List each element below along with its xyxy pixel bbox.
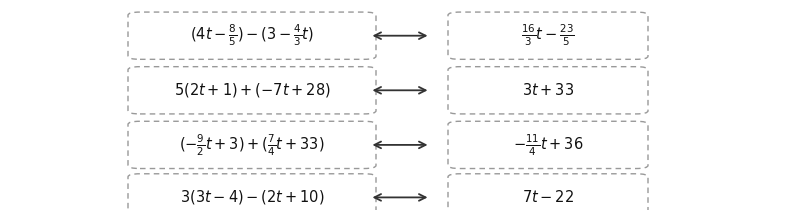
FancyBboxPatch shape [448, 174, 648, 210]
FancyBboxPatch shape [448, 121, 648, 168]
FancyBboxPatch shape [128, 12, 376, 59]
Text: $(4t-\frac{8}{5})-(3-\frac{4}{3}t)$: $(4t-\frac{8}{5})-(3-\frac{4}{3}t)$ [190, 23, 314, 48]
Text: $5(2t+1)+(-7t+28)$: $5(2t+1)+(-7t+28)$ [174, 81, 330, 99]
FancyBboxPatch shape [128, 67, 376, 114]
Text: $3(3t-4)-(2t+10)$: $3(3t-4)-(2t+10)$ [180, 188, 324, 206]
Text: $3t+33$: $3t+33$ [522, 82, 574, 98]
FancyBboxPatch shape [128, 121, 376, 168]
FancyBboxPatch shape [448, 12, 648, 59]
Text: $7t-22$: $7t-22$ [522, 189, 574, 205]
FancyBboxPatch shape [128, 174, 376, 210]
Text: $\frac{16}{3}t-\frac{23}{5}$: $\frac{16}{3}t-\frac{23}{5}$ [522, 23, 574, 48]
Text: $-\frac{11}{4}t+36$: $-\frac{11}{4}t+36$ [513, 132, 583, 158]
FancyBboxPatch shape [448, 67, 648, 114]
Text: $(-\frac{9}{2}t+3)+(\frac{7}{4}t+33)$: $(-\frac{9}{2}t+3)+(\frac{7}{4}t+33)$ [179, 132, 325, 158]
